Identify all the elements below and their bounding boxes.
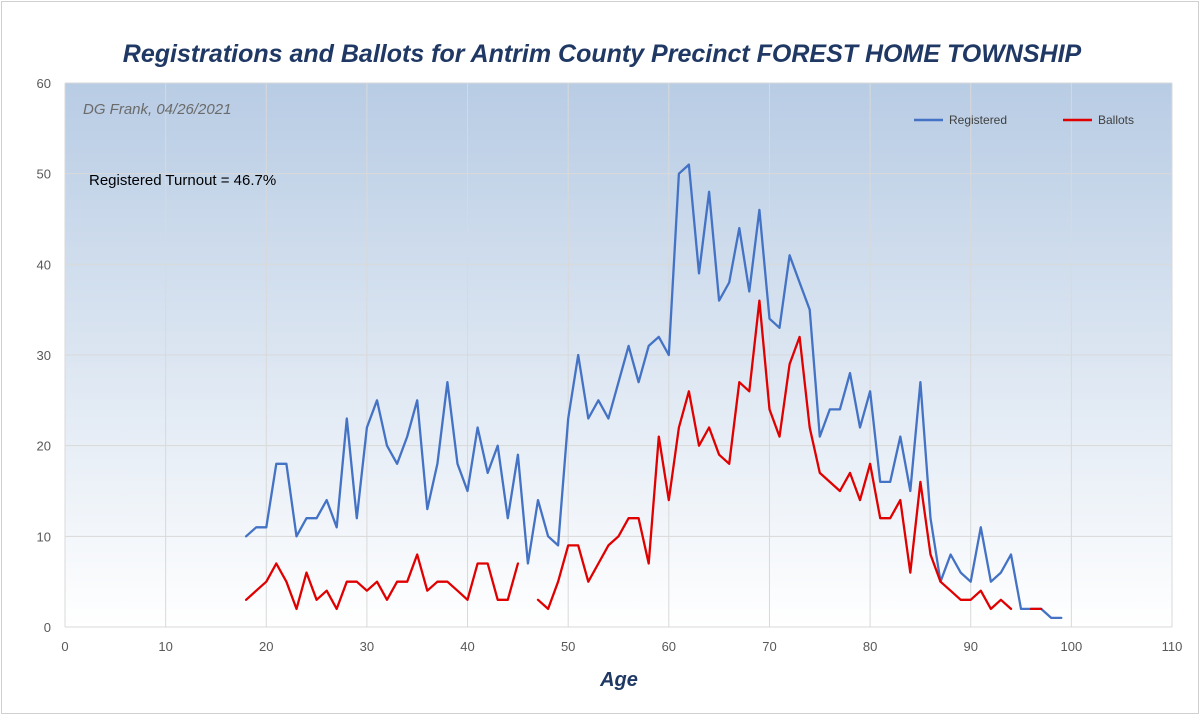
y-tick-label: 10 xyxy=(37,529,51,544)
y-tick-label: 30 xyxy=(37,348,51,363)
author-credit: DG Frank, 04/26/2021 xyxy=(83,101,231,118)
series-line-ballots xyxy=(536,299,1013,611)
x-tick-label: 30 xyxy=(360,639,374,654)
gridlines xyxy=(64,82,1173,628)
x-axis-label: Age xyxy=(599,669,638,691)
series-line-registered xyxy=(244,163,1063,620)
y-tick-label: 50 xyxy=(37,167,51,182)
series-lines xyxy=(244,163,1063,620)
legend-label-registered: Registered xyxy=(949,113,1007,127)
x-tick-label: 90 xyxy=(963,639,977,654)
legend: Registered Ballots xyxy=(914,113,1134,127)
x-tick-label: 100 xyxy=(1061,639,1083,654)
x-tick-label: 20 xyxy=(259,639,273,654)
x-tick-label: 40 xyxy=(460,639,474,654)
y-tick-label: 0 xyxy=(44,620,51,635)
y-tick-label: 60 xyxy=(37,76,51,91)
y-tick-label: 40 xyxy=(37,257,51,272)
x-tick-label: 0 xyxy=(61,639,68,654)
chart-title: Registrations and Ballots for Antrim Cou… xyxy=(123,40,1082,68)
x-tick-labels: 0 10 20 30 40 50 60 70 80 90 100 110 xyxy=(61,639,1182,654)
legend-label-ballots: Ballots xyxy=(1098,113,1134,127)
series-line-ballots xyxy=(244,553,520,611)
x-tick-label: 70 xyxy=(762,639,776,654)
x-tick-label: 60 xyxy=(662,639,676,654)
x-tick-label: 10 xyxy=(158,639,172,654)
x-tick-label: 50 xyxy=(561,639,575,654)
y-tick-label: 20 xyxy=(37,439,51,454)
x-tick-label: 110 xyxy=(1162,639,1183,654)
turnout-annotation: Registered Turnout = 46.7% xyxy=(89,172,276,189)
x-tick-label: 80 xyxy=(863,639,877,654)
y-tick-labels: 0 10 20 30 40 50 60 xyxy=(37,76,51,635)
